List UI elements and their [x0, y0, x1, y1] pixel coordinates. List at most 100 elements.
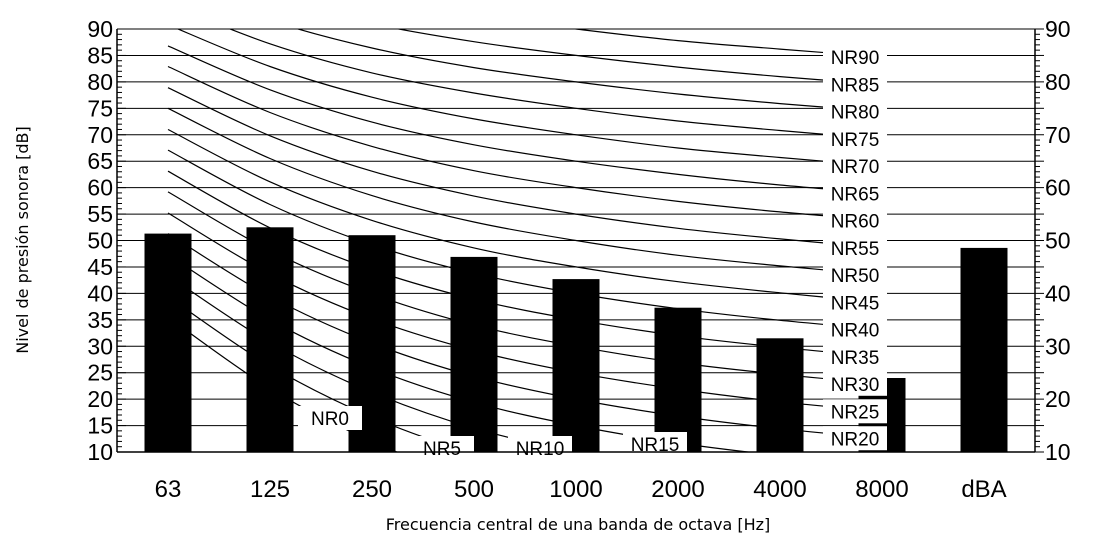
nr-label-text: NR65: [831, 184, 880, 205]
x-tick-label: dBA: [961, 476, 1006, 503]
nr-label-background: [823, 399, 887, 424]
x-tick-label: 500: [454, 476, 494, 503]
nr-label-background: [823, 126, 887, 151]
nr-label-background: [823, 45, 887, 70]
nr-label-nr10: NR10: [508, 436, 572, 460]
nr-label-background: [823, 344, 887, 369]
nr-label-nr65: NR65: [823, 181, 887, 206]
nr-label-nr60: NR60: [823, 208, 887, 233]
y-tick-label: 70: [87, 122, 113, 148]
nr-label-background: [823, 99, 887, 124]
bars: [144, 227, 1008, 452]
x-axis-title: Frecuencia central de una banda de octav…: [386, 515, 771, 534]
nr-label-nr70: NR70: [823, 153, 887, 178]
nr-label-nr5: NR5: [410, 436, 474, 460]
nr-label-nr80: NR80: [823, 99, 887, 124]
y-tick-label-right: 40: [1045, 280, 1071, 306]
nr-label-background: [823, 235, 887, 260]
x-tick-label: 125: [250, 476, 290, 503]
x-tick-label: 2000: [651, 476, 704, 503]
nr-curve-nr90: [570, 29, 883, 58]
nr-label-text: NR90: [831, 48, 880, 69]
y-tick-label: 55: [87, 201, 113, 227]
y-tick-label-right: 20: [1045, 386, 1071, 412]
y-tick-label-right: 60: [1045, 175, 1071, 201]
y-tick-label: 35: [87, 307, 113, 333]
y-tick-label-right: 90: [1045, 16, 1071, 42]
nr-label-text: NR0: [311, 409, 349, 430]
nr-label-text: NR30: [831, 375, 880, 396]
nr-label-background: [823, 317, 887, 342]
bar-63: [144, 233, 192, 452]
x-tick-label: 250: [352, 476, 392, 503]
nr-label-nr20: NR20: [823, 426, 887, 451]
x-tick-label: 63: [155, 476, 182, 503]
nr-label-background: [823, 153, 887, 178]
bar-1000: [552, 279, 600, 452]
nr-label-nr75: NR75: [823, 126, 887, 151]
nr-label-background: [508, 436, 572, 460]
y-tick-label: 40: [87, 280, 113, 306]
nr-curve-nr40: [167, 149, 883, 330]
y-tick-label: 60: [87, 175, 113, 201]
y-tick-label: 45: [87, 254, 113, 280]
nr-label-nr40: NR40: [823, 317, 887, 342]
y-tick-label: 10: [87, 439, 113, 465]
nr-label-text: NR75: [831, 130, 880, 151]
nr-curve-nr85: [395, 29, 883, 86]
y-tick-label: 65: [87, 148, 113, 174]
nr-label-text: NR50: [831, 266, 880, 287]
nr-label-text: NR5: [423, 439, 461, 460]
nr-label-background: [823, 426, 887, 451]
nr-label-text: NR10: [516, 439, 565, 460]
nr-curve-nr80: [295, 29, 883, 113]
nr-label-nr35: NR35: [823, 344, 887, 369]
nr-curve-nr70: [176, 29, 883, 167]
nr-label-background: [823, 181, 887, 206]
nr-label-nr90: NR90: [823, 45, 887, 70]
y-tick-label-right: 30: [1045, 333, 1071, 359]
nr-label-text: NR25: [831, 402, 880, 423]
nr-curve-nr55: [167, 87, 883, 249]
nr-label-text: NR85: [831, 76, 880, 97]
nr-label-text: NR40: [831, 320, 880, 341]
nr-curve-nr60: [167, 65, 883, 221]
bar-2000: [654, 307, 702, 452]
bar-125: [246, 227, 294, 452]
y-tick-label: 90: [87, 16, 113, 42]
nr-label-nr50: NR50: [823, 262, 887, 287]
y-tick-label: 80: [87, 69, 113, 95]
nr-curve-nr65: [167, 45, 883, 194]
nr-label-nr25: NR25: [823, 399, 887, 424]
nr-label-text: NR20: [831, 429, 880, 450]
y-axis-title: Nivel de presión sonora [dB]: [13, 126, 32, 354]
nr-label-nr45: NR45: [823, 290, 887, 315]
nr-label-text: NR60: [831, 211, 880, 232]
y-tick-label: 25: [87, 360, 113, 386]
nr-label-text: NR80: [831, 102, 880, 123]
nr-label-background: [410, 436, 474, 460]
nr-label-nr55: NR55: [823, 235, 887, 260]
nr-curve-nr50: [167, 107, 883, 276]
nr-label-nr85: NR85: [823, 72, 887, 97]
bar-4000: [756, 338, 804, 452]
nr-label-background: [823, 290, 887, 315]
nr-label-text: NR55: [831, 239, 880, 260]
nr-label-nr30: NR30: [823, 371, 887, 396]
y-tick-label: 15: [87, 413, 113, 439]
x-tick-label: 4000: [753, 476, 806, 503]
nr-label-background: [823, 262, 887, 287]
nr-label-nr0: NR0: [298, 406, 362, 430]
y-tick-label-right: 10: [1045, 439, 1071, 465]
nr-curve-nr75: [228, 29, 883, 140]
y-tick-label: 75: [87, 95, 113, 121]
x-tick-label: 8000: [855, 476, 908, 503]
nr-label-background: [298, 406, 362, 430]
nr-label-background: [823, 208, 887, 233]
y-tick-label: 20: [87, 386, 113, 412]
x-tick-label: 1000: [549, 476, 602, 503]
nr-label-background: [823, 371, 887, 396]
nr-label-background: [823, 72, 887, 97]
nr-label-text: NR45: [831, 293, 880, 314]
